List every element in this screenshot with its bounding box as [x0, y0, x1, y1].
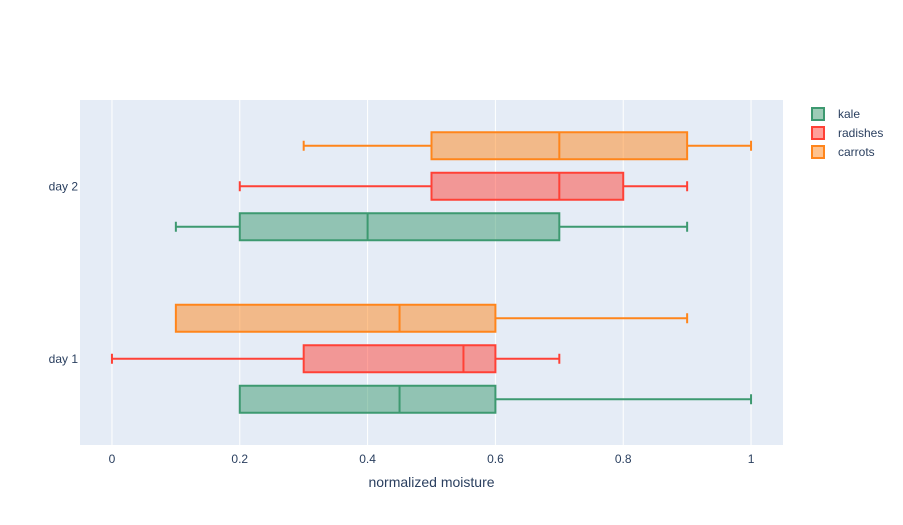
- legend-swatch: [811, 107, 825, 121]
- y-tick-label: day 2: [49, 179, 79, 193]
- box: [302, 344, 497, 374]
- legend-swatch: [811, 126, 825, 140]
- series-kale: [174, 212, 753, 414]
- series-carrots: [174, 131, 753, 333]
- legend-label: carrots: [838, 145, 875, 159]
- box: [238, 384, 497, 414]
- x-tick-label: 0.6: [487, 452, 504, 466]
- legend-item-carrots[interactable]: carrots: [811, 145, 875, 159]
- series-radishes: [110, 171, 689, 374]
- x-tick-label: 0.2: [231, 452, 248, 466]
- x-tick-label: 0.8: [615, 452, 632, 466]
- x-tick-label: 0.4: [359, 452, 376, 466]
- x-tick-label: 1: [748, 452, 755, 466]
- legend-item-radishes[interactable]: radishes: [811, 126, 883, 140]
- x-axis-ticks: 0 0.2 0.4 0.6 0.8 1: [109, 452, 755, 466]
- box: [430, 171, 625, 201]
- legend-label: kale: [838, 107, 860, 121]
- legend-label: radishes: [838, 126, 883, 140]
- y-tick-label: day 1: [49, 352, 79, 366]
- box: [238, 212, 561, 242]
- x-tick-label: 0: [109, 452, 116, 466]
- y-axis-ticks: day 1 day 2: [49, 179, 79, 366]
- box-series: [110, 131, 753, 414]
- legend[interactable]: kale radishes carrots: [811, 107, 883, 159]
- legend-item-kale[interactable]: kale: [811, 107, 860, 121]
- legend-swatch: [811, 145, 825, 159]
- x-axis-title: normalized moisture: [368, 474, 494, 490]
- box: [174, 303, 497, 333]
